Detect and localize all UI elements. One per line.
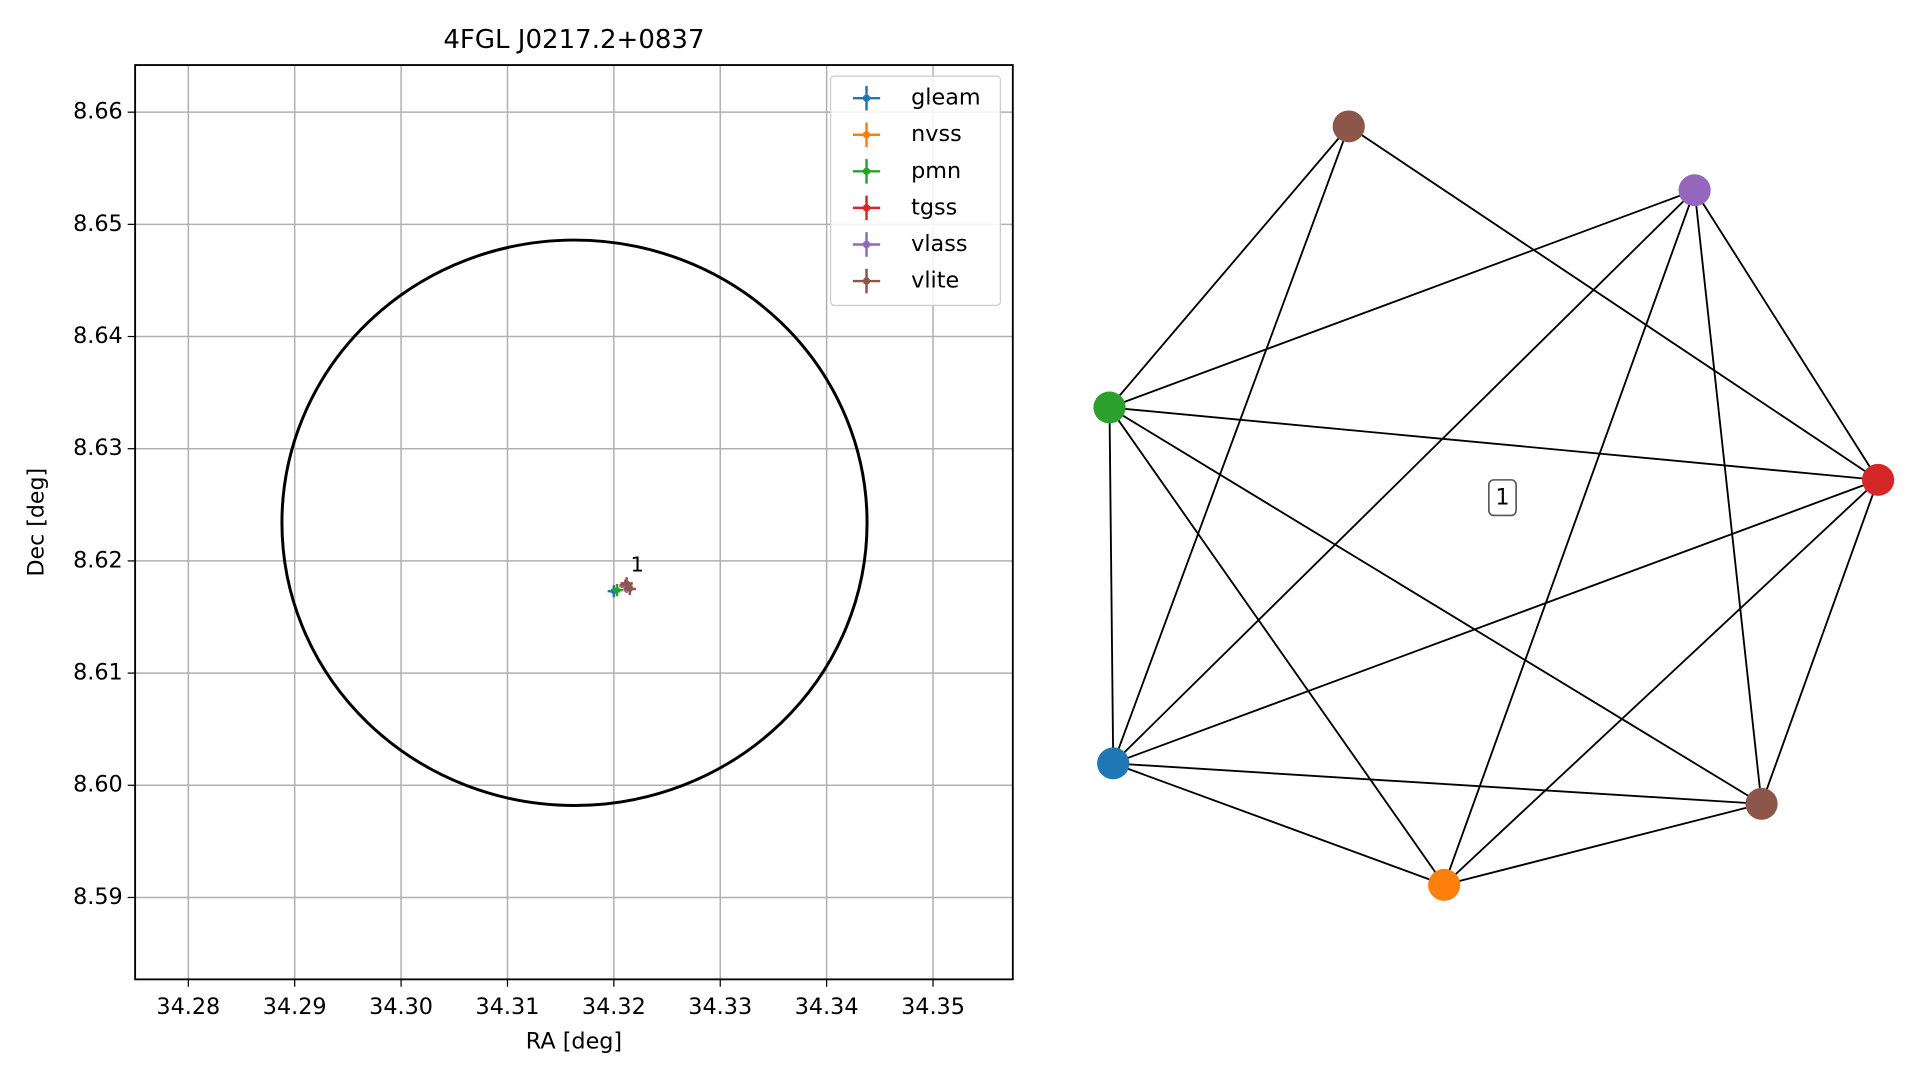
edge [1113, 762, 1762, 805]
edge [1348, 125, 1879, 481]
marker [626, 585, 633, 593]
edge [1760, 479, 1879, 805]
x-tick-label: 34.31 [476, 994, 540, 1020]
x-tick-label: 34.33 [688, 994, 752, 1020]
y-tick-label: 8.60 [73, 772, 123, 798]
legend-marker [862, 240, 871, 249]
node [1678, 174, 1711, 207]
legend-marker [862, 167, 871, 176]
x-tick-label: 34.30 [369, 994, 433, 1020]
legend-marker [862, 94, 871, 102]
edge [1108, 125, 1350, 409]
legend-marker [862, 131, 871, 139]
label-box [1488, 479, 1517, 517]
legend-label: vlite [911, 268, 959, 294]
edge [1108, 407, 1115, 764]
edge [1112, 126, 1350, 764]
y-tick-label: 8.61 [73, 660, 123, 686]
edge [1112, 189, 1696, 765]
x-tick-label: 34.32 [582, 994, 646, 1020]
x-axis-label: RA [deg] [526, 1029, 622, 1055]
edge [1112, 479, 1879, 765]
legend-box [829, 75, 1002, 306]
legend-marker [862, 204, 871, 212]
node [1093, 391, 1126, 424]
x-tick-label: 34.34 [795, 994, 859, 1020]
node [1428, 868, 1461, 901]
plot-frame [134, 64, 1014, 981]
annotation: 1 [631, 552, 644, 576]
y-tick-label: 8.64 [73, 323, 123, 349]
data-point [610, 583, 624, 597]
edge [1109, 406, 1763, 805]
node [1332, 110, 1365, 143]
x-tick-label: 34.35 [901, 994, 965, 1020]
legend-label: nvss [911, 121, 962, 147]
edge [1443, 479, 1879, 886]
y-tick-label: 8.63 [73, 435, 123, 461]
edge [1112, 762, 1445, 886]
edge [1693, 190, 1763, 804]
legend-marker [862, 277, 871, 285]
y-tick-label: 8.59 [73, 884, 123, 910]
x-tick-label: 34.28 [156, 994, 220, 1020]
legend-label: vlass [911, 231, 967, 257]
edge [1443, 802, 1762, 886]
legend-label: gleam [911, 85, 980, 111]
edge [1108, 406, 1445, 886]
y-axis-label: Dec [deg] [24, 468, 50, 577]
node [1861, 463, 1895, 496]
y-tick-label: 8.65 [73, 211, 123, 237]
edge [1109, 189, 1695, 409]
y-tick-label: 8.66 [73, 99, 123, 125]
node [1097, 747, 1130, 780]
edge [1693, 189, 1879, 481]
y-tick-label: 8.62 [73, 547, 123, 573]
graph-label: 1 [1495, 485, 1509, 511]
error-ellipse [280, 238, 869, 807]
edge [1443, 189, 1696, 886]
marker [623, 580, 630, 587]
marker [613, 587, 621, 594]
x-tick-label: 34.29 [263, 994, 327, 1020]
legend-label: pmn [911, 158, 961, 184]
chart-title: 4FGL J0217.2+0837 [443, 25, 704, 55]
edge [1109, 406, 1879, 481]
data-point [623, 582, 637, 596]
node [1745, 787, 1778, 820]
legend-label: tgss [911, 194, 957, 220]
